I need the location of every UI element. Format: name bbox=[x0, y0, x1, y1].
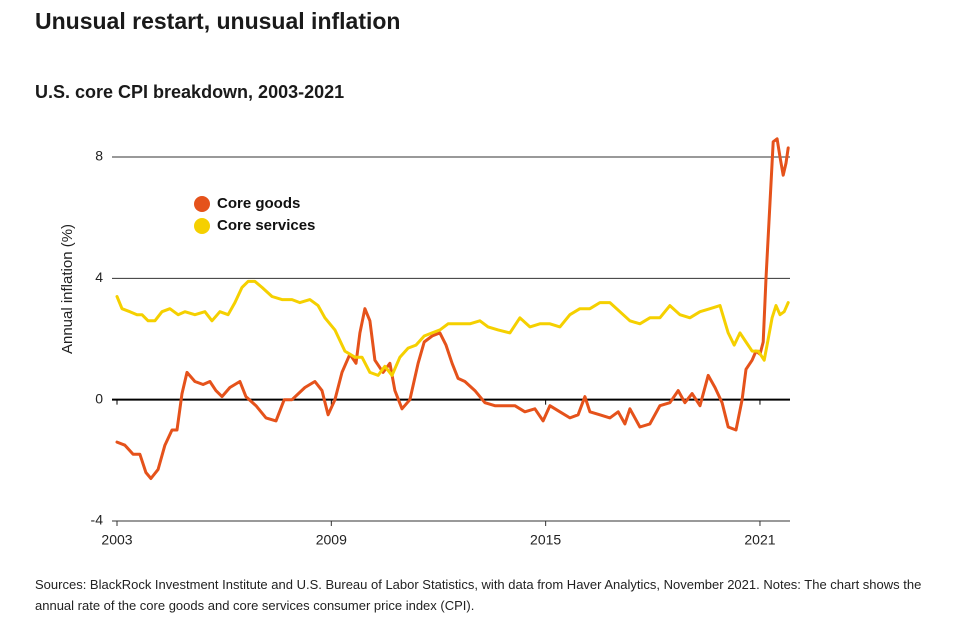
y-tick-label: 4 bbox=[95, 269, 103, 285]
source-note: Sources: BlackRock Investment Institute … bbox=[35, 577, 922, 613]
chart: -4 0 4 8 2003 2009 2015 2021 Annual inflation (%… bbox=[59, 137, 790, 548]
title: Unusual restart, unusual inflation bbox=[35, 8, 401, 34]
series-line bbox=[115, 137, 790, 480]
subtitle: U.S. core CPI breakdown, 2003-2021 bbox=[35, 82, 345, 102]
x-tick-label: 2003 bbox=[101, 532, 132, 548]
x-tick-label: 2009 bbox=[316, 532, 347, 548]
legend-marker bbox=[194, 218, 210, 234]
y-axis-label: Annual inflation (%) bbox=[59, 224, 76, 354]
series-line bbox=[115, 279, 790, 377]
x-tick-label: 2021 bbox=[744, 532, 775, 548]
legend-label: Core services bbox=[217, 217, 315, 234]
x-tick-label: 2015 bbox=[530, 532, 561, 548]
legend-label: Core goods bbox=[217, 195, 300, 212]
y-tick-label: 0 bbox=[95, 390, 103, 406]
y-tick-label: -4 bbox=[91, 512, 104, 528]
y-tick-label: 8 bbox=[95, 148, 103, 164]
legend-marker bbox=[194, 196, 210, 212]
